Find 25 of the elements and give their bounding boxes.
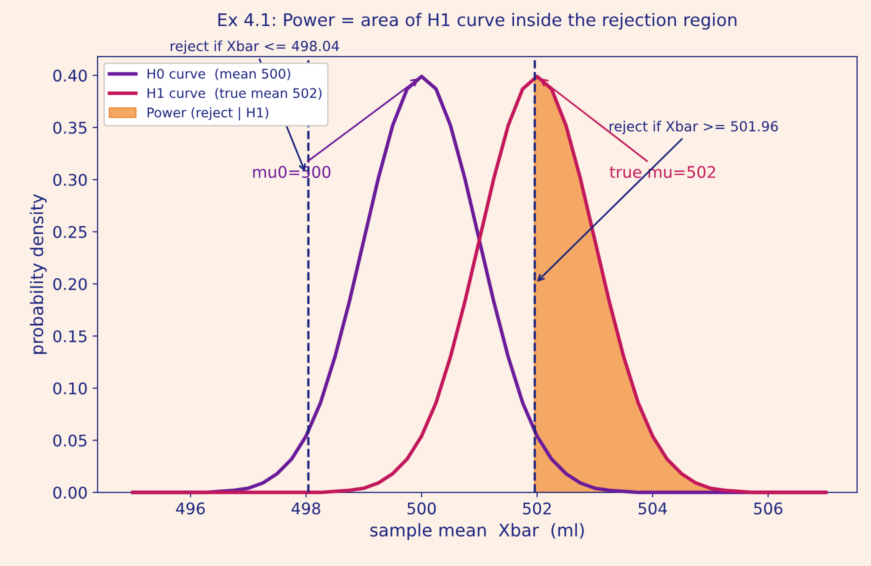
chart-title: Ex 4.1: Power = area of H1 curve inside the rejection region <box>218 12 736 30</box>
legend-label: Power (reject | H1) <box>148 107 268 120</box>
x-tick-label: 500 <box>408 502 436 515</box>
y-tick-label: 0.40 <box>53 70 87 82</box>
annotation: reject if Xbar <= 498.04 <box>170 40 340 54</box>
annotation: reject if Xbar >= 501.96 <box>610 120 778 134</box>
x-tick-label: 496 <box>176 502 205 515</box>
y-axis-title: probability density <box>30 194 47 354</box>
y-tick-label: 0.00 <box>53 486 87 499</box>
y-tick-label: 0.10 <box>53 382 87 394</box>
x-tick-label: 504 <box>638 502 667 515</box>
x-tick-label: 502 <box>523 502 551 515</box>
x-tick-label: 498 <box>292 502 320 515</box>
y-tick-label: 0.25 <box>53 226 86 238</box>
y-tick-label: 0.05 <box>53 434 86 447</box>
y-tick-label: 0.30 <box>53 174 87 186</box>
y-tick-label: 0.15 <box>53 330 86 342</box>
legend-label: H1 curve (true mean 502) <box>148 88 322 100</box>
x-tick-label: 506 <box>754 502 782 515</box>
y-tick-label: 0.35 <box>53 122 86 134</box>
annotation: mu0=500 <box>253 166 330 178</box>
legend-label: H0 curve (mean 500) <box>148 68 290 80</box>
y-tick-label: 0.20 <box>53 278 87 290</box>
annotation: true mu=502 <box>610 166 716 178</box>
x-axis-title: sample mean Xbar (ml) <box>370 523 584 540</box>
